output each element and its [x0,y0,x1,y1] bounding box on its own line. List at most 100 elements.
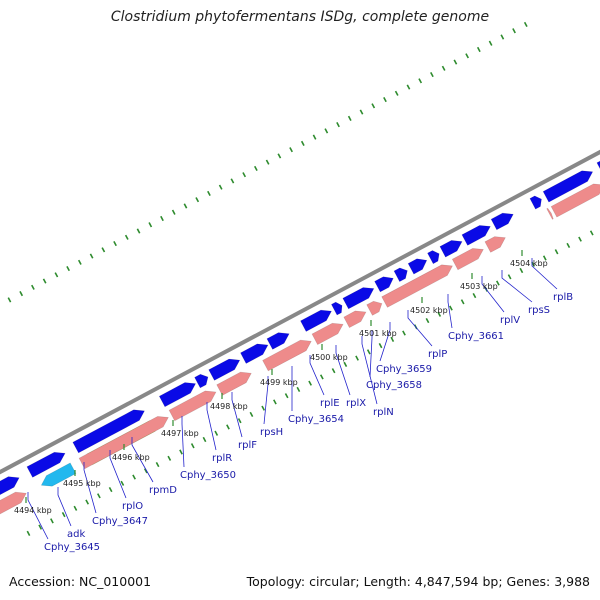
forward-gene [490,212,514,231]
gene-label: rplV [500,315,520,326]
tick-mark [89,253,94,259]
label-leader [181,416,185,468]
forward-gene [266,332,290,350]
tick-mark [566,242,571,249]
accession-label: Accession: NC_010001 [9,574,152,589]
kbp-label: 4497 kbp [161,429,199,438]
tick-mark [277,153,282,159]
tick-mark [308,380,313,386]
tick-mark [347,115,352,121]
tick-mark [136,228,141,234]
tick-mark [167,455,172,461]
tick-mark [261,405,266,411]
tick-mark [160,215,164,222]
tick-mark [507,274,512,280]
gene-label: rplB [553,292,573,303]
kbp-label: 4502 kbp [410,306,448,315]
forward-gene [26,451,66,478]
forward-gene [300,309,332,332]
gene-label: rpsH [260,427,283,438]
kbp-label: 4496 kbp [112,453,150,462]
inner-tick-marks [26,230,594,536]
tick-mark [190,443,195,449]
reverse-gene [343,310,367,329]
forward-gene [72,409,145,454]
tick-mark [101,247,106,253]
tick-mark [54,272,59,278]
forward-gene [194,373,209,389]
forward-gene [461,225,491,246]
tick-mark [402,330,406,336]
tick-mark [319,374,324,380]
tick-mark [355,355,359,361]
label-leader [83,462,97,514]
forward-gene [529,195,542,210]
tick-mark [519,267,524,274]
forward-gene [0,476,20,496]
forward-gene [407,258,428,275]
tick-mark [523,21,528,28]
gene-label: Cphy_3661 [448,331,504,342]
label-leader [335,345,351,396]
tick-mark [488,40,493,46]
topology-stats: Topology: circular; Length: 4,847,594 bp… [246,574,590,589]
label-leader [206,402,217,451]
tick-mark [202,436,207,443]
tick-mark [300,140,305,146]
kbp-label: 4500 kbp [310,353,348,362]
kbp-labels: 4494 kbp 4495 kbp 4496 kbp 4497 kbp 4498 kbp… [14,250,548,515]
gene-label: rplF [238,440,257,451]
reverse-gene [484,236,506,253]
tick-mark [430,71,434,78]
label-leader [57,487,72,527]
tick-mark [460,299,465,305]
label-leader [131,437,154,483]
tick-mark [50,518,54,524]
tick-mark [237,418,242,424]
tick-mark [195,197,200,203]
tick-mark [589,230,594,236]
gene-label: Cphy_3647 [92,516,148,527]
tick-mark [155,461,160,468]
tick-mark [132,474,136,480]
gene-label: rplX [346,398,366,409]
kbp-label: 4499 kbp [260,378,298,387]
tick-mark [120,480,125,486]
tick-mark [7,297,12,303]
tick-mark [226,424,230,430]
forward-gene [596,160,600,170]
tick-mark [336,122,340,128]
tick-mark [495,280,500,286]
tick-mark [331,368,336,374]
genome-backbone [0,149,600,475]
tick-mark [38,524,43,530]
reverse-strand-genes [0,183,600,515]
forward-gene [240,343,269,364]
gene-label: Cphy_3645 [44,542,100,553]
forward-gene [542,170,594,203]
tick-mark [425,317,430,324]
kbp-label: 4504 kbp [510,259,548,268]
map-title: Clostridium phytofermentans ISDg, comple… [110,9,490,25]
kbp-label: 4495 kbp [63,479,101,488]
label-leader [447,294,453,329]
tick-mark [378,343,383,349]
forward-gene [393,267,408,283]
label-leader [531,258,558,290]
tick-mark [273,399,277,405]
tick-mark [85,499,90,505]
tick-mark [218,184,223,190]
tick-mark [472,292,477,299]
tick-mark [207,190,211,197]
gene-label: rpmD [149,485,177,496]
tick-mark [254,165,258,172]
forward-gene [208,358,241,381]
tick-mark [359,109,364,115]
label-leader [407,310,433,347]
tick-mark [542,255,547,261]
tick-mark [96,493,101,499]
tick-mark [77,259,82,265]
forward-gene [158,382,197,408]
forward-gene [427,250,440,265]
